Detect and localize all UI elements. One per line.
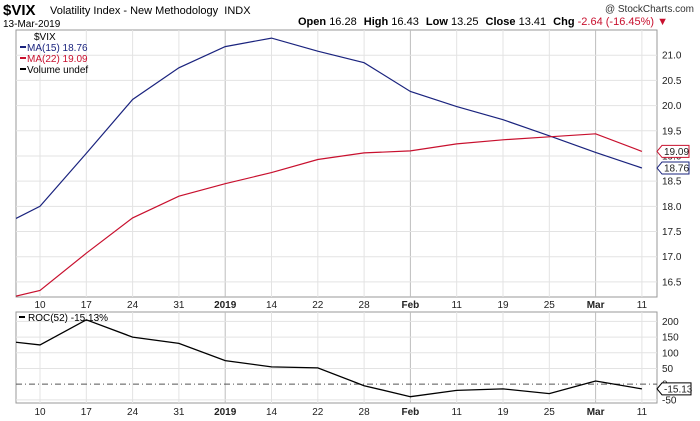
high-value: 16.43	[391, 16, 419, 28]
main-x-tick-label: 24	[127, 300, 139, 311]
roc-x-tick-label: 28	[359, 407, 371, 418]
roc-y-tick-label: 100	[662, 348, 679, 359]
main-x-tick-label: 10	[34, 300, 46, 311]
roc-y-tick-label: 200	[662, 317, 679, 328]
value-tag-shape	[656, 382, 692, 396]
legend-ma22-swatch	[20, 57, 26, 59]
main-x-tick-label: 31	[173, 300, 185, 311]
main-x-tick-label: 22	[312, 300, 324, 311]
roc-value-tag: -15.13	[656, 382, 693, 396]
value-tag-text: 18.76	[664, 164, 689, 175]
roc-x-tick-label: 19	[497, 407, 509, 418]
roc-panel-frame	[15, 311, 658, 404]
roc-x-tick-label: 17	[81, 407, 93, 418]
main-panel-frame	[15, 29, 658, 298]
roc-line	[16, 319, 643, 398]
roc-x-tick-label: 11	[452, 407, 463, 418]
main-x-tick-label: 17	[81, 300, 93, 311]
main-x-tick-label: 25	[544, 300, 556, 311]
ma15-line	[16, 37, 643, 220]
close-value: 13.41	[518, 16, 547, 28]
roc-y-tick-label: 50	[662, 364, 674, 375]
value-tag-text: -15.13	[664, 384, 693, 395]
chg-label: Chg	[553, 16, 575, 28]
roc-x-tick-label: Mar	[587, 407, 605, 418]
high-label: High	[363, 16, 389, 28]
main-x-tick-label: 19	[497, 300, 509, 311]
roc-x-tick-label: 24	[127, 407, 139, 418]
legend-volume-swatch	[20, 68, 26, 70]
open-label: Open	[298, 16, 327, 28]
ma15-value-tag: 18.76	[656, 161, 690, 175]
roc-x-tick-label: 25	[544, 407, 556, 418]
value-tag-shape	[656, 144, 690, 158]
main-y-tick-label: 17.5	[662, 227, 682, 238]
roc-x-tick-label: 11	[637, 407, 648, 418]
main-x-tick-label: 28	[359, 300, 371, 311]
roc-x-tick-label: 2019	[214, 407, 237, 418]
roc-y-tick-label: -50	[662, 395, 677, 406]
legend-ma15-swatch	[20, 46, 26, 48]
chart-name: Volatility Index - New Methodology INDX	[50, 5, 251, 17]
chg-value: -2.64 (-16.45%)	[577, 16, 655, 28]
low-label: Low	[425, 16, 448, 28]
exchange-label: INDX	[224, 5, 251, 17]
close-label: Close	[485, 16, 516, 28]
main-y-tick-label: 20.0	[662, 101, 682, 112]
main-y-tick-label: 17.0	[662, 252, 682, 263]
main-y-tick-label: 16.5	[662, 277, 682, 288]
value-tag-shape	[656, 161, 690, 175]
main-y-tick-label: 20.5	[662, 76, 682, 87]
chart-date: 13-Mar-2019	[3, 19, 61, 30]
legend-symbol: $VIX	[34, 32, 56, 43]
main-y-tick-label: 18.5	[662, 177, 682, 188]
roc-x-tick-label: 10	[34, 407, 46, 418]
quote-bar: Open 16.28 High 16.43 Low 13.25 Close 13…	[298, 16, 668, 28]
legend-volume: Volume undef	[27, 65, 88, 76]
roc-x-tick-label: 22	[312, 407, 324, 418]
roc-y-tick-label: 150	[662, 333, 679, 344]
roc-x-tick-label: Feb	[402, 407, 420, 418]
copyright: @ StockCharts.com	[604, 4, 694, 15]
main-y-tick-label: 19.5	[662, 126, 682, 137]
ma22-line	[16, 133, 643, 297]
main-x-tick-label: 14	[266, 300, 278, 311]
index-name: Volatility Index - New Methodology	[50, 5, 219, 17]
main-x-tick-label: 11	[637, 300, 648, 311]
low-value: 13.25	[450, 16, 479, 28]
main-x-tick-label: 11	[452, 300, 463, 311]
chart-symbol: $VIX	[3, 2, 36, 19]
main-y-tick-label: 21.0	[662, 51, 682, 62]
value-tag-text: 19.09	[664, 147, 689, 158]
main-x-tick-label: 2019	[214, 300, 237, 311]
roc-x-tick-label: 14	[266, 407, 278, 418]
legend-roc: ROC(52) -15.13%	[28, 313, 108, 324]
down-arrow-icon: ▼	[657, 16, 669, 28]
ma22-value-tag: 19.09	[656, 144, 690, 158]
main-x-tick-label: Feb	[402, 300, 420, 311]
main-x-tick-label: Mar	[587, 300, 605, 311]
legend-ma15: MA(15) 18.76	[27, 43, 88, 54]
main-y-tick-label: 18.0	[662, 202, 682, 213]
roc-x-tick-label: 31	[173, 407, 185, 418]
legend-ma22: MA(22) 19.09	[27, 54, 88, 65]
open-value: 16.28	[329, 16, 357, 28]
legend-roc-swatch	[19, 316, 25, 318]
